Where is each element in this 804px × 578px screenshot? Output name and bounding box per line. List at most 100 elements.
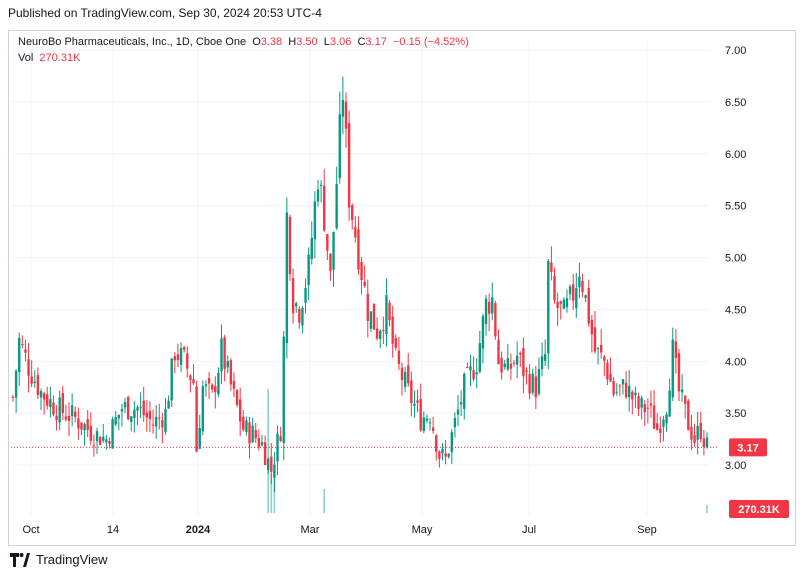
candle-body (425, 418, 429, 421)
candle-body (413, 403, 416, 406)
candle-body (282, 336, 285, 443)
candle-body (217, 372, 220, 395)
candle-body (403, 372, 407, 387)
candle-body (192, 379, 195, 384)
candle-body (179, 348, 183, 365)
candle-body (86, 419, 89, 430)
candle-body (201, 386, 205, 432)
candle-body (612, 381, 615, 395)
candle-body (459, 402, 463, 405)
candle-body (326, 234, 329, 251)
candle-body (83, 423, 86, 431)
candle-body (30, 376, 33, 384)
candle-body (609, 373, 612, 382)
candle-body (70, 405, 74, 417)
volume-bars (267, 389, 708, 513)
candle-body (329, 253, 332, 271)
y-tick-label: 3.50 (725, 408, 746, 420)
legend-ohlc: NeuroBo Pharmaceuticals, Inc., 1D, Cboe … (18, 36, 469, 48)
candle-body (120, 409, 124, 412)
footer-brand[interactable]: TradingView (10, 552, 108, 567)
volume-bar (273, 477, 276, 513)
candle-body (671, 339, 674, 398)
volume-bar (706, 505, 708, 513)
candle-body (674, 341, 678, 358)
candle-body (170, 358, 173, 401)
candle-body (453, 417, 457, 428)
y-tick-label: 3.00 (725, 460, 746, 472)
candle-body (27, 359, 30, 376)
candle-body (229, 360, 233, 385)
candle-body (627, 385, 631, 398)
candle-body (525, 370, 528, 372)
x-tick-label: Mar (301, 524, 320, 536)
candle-body (581, 280, 584, 293)
candle-body (466, 367, 469, 369)
candle-body (394, 338, 397, 348)
chart-canvas[interactable]: 3.00 3.50 4.00 4.50 5.00 5.50 6.00 6.50 7.00 Oct… (9, 31, 795, 545)
symbol-title[interactable]: NeuroBo Pharmaceuticals, Inc., 1D, Cboe … (18, 36, 247, 48)
candle-body (646, 407, 650, 409)
candle-body (640, 397, 643, 408)
y-tick-label: 5.00 (725, 253, 746, 265)
candle-body (24, 349, 27, 353)
candle-body (164, 408, 167, 433)
candle-body (39, 391, 43, 398)
candle-body (210, 384, 214, 390)
x-tick-label: Sep (637, 524, 657, 536)
candle-body (634, 392, 637, 396)
candle-body (204, 384, 208, 387)
candle-body (550, 262, 553, 273)
candle-body (158, 417, 161, 419)
candle-body (487, 301, 491, 314)
candle-body (631, 391, 634, 400)
candle-body (382, 329, 385, 332)
candle-body (235, 390, 239, 405)
candle-body (254, 430, 257, 439)
candle-body (469, 366, 472, 371)
chart-frame[interactable]: 3.00 3.50 4.00 4.50 5.00 5.50 6.00 6.50 7.00 Oct… (8, 30, 796, 546)
candle-body (553, 276, 556, 301)
x-tick-label: May (412, 524, 433, 536)
candle-body (375, 328, 379, 339)
candle-body (484, 298, 488, 324)
candle-body (285, 212, 289, 344)
candle-body (596, 348, 600, 350)
tradingview-logo-icon (10, 552, 30, 567)
candle-body (615, 391, 618, 393)
candle-body (702, 438, 706, 447)
candle-body (637, 396, 640, 410)
candle-body (388, 302, 391, 321)
candle-body (167, 400, 170, 409)
candle-body (18, 337, 21, 373)
y-axis: 3.00 3.50 4.00 4.50 5.00 5.50 6.00 6.50 7.00 (725, 45, 746, 472)
vol-value: 270.31K (39, 52, 81, 64)
candle-body (304, 287, 307, 303)
brand-label: TradingView (36, 552, 108, 567)
candle-body (662, 419, 665, 427)
candle-body (475, 372, 478, 375)
y-tick-label: 7.00 (725, 45, 746, 57)
candle-body (575, 288, 578, 309)
candle-body (307, 254, 310, 286)
x-tick-label: 14 (107, 524, 119, 536)
candle-body (578, 276, 581, 288)
candle-body (599, 344, 603, 353)
candle-body (130, 416, 133, 422)
candle-body (687, 400, 690, 431)
candle-body (263, 442, 267, 466)
y-tick-label: 4.50 (725, 304, 746, 316)
candle-body (145, 412, 149, 418)
candle-body (220, 338, 223, 372)
candle-body (102, 436, 105, 441)
candle-body (643, 404, 646, 412)
candle-body (606, 362, 609, 380)
candle-body (14, 370, 18, 398)
candle-body (154, 416, 158, 427)
candle-body (351, 205, 354, 220)
candle-body (372, 303, 376, 330)
candle-body (568, 286, 572, 295)
candle-body (593, 327, 597, 352)
candle-body (335, 184, 338, 229)
candle-body (49, 398, 52, 408)
